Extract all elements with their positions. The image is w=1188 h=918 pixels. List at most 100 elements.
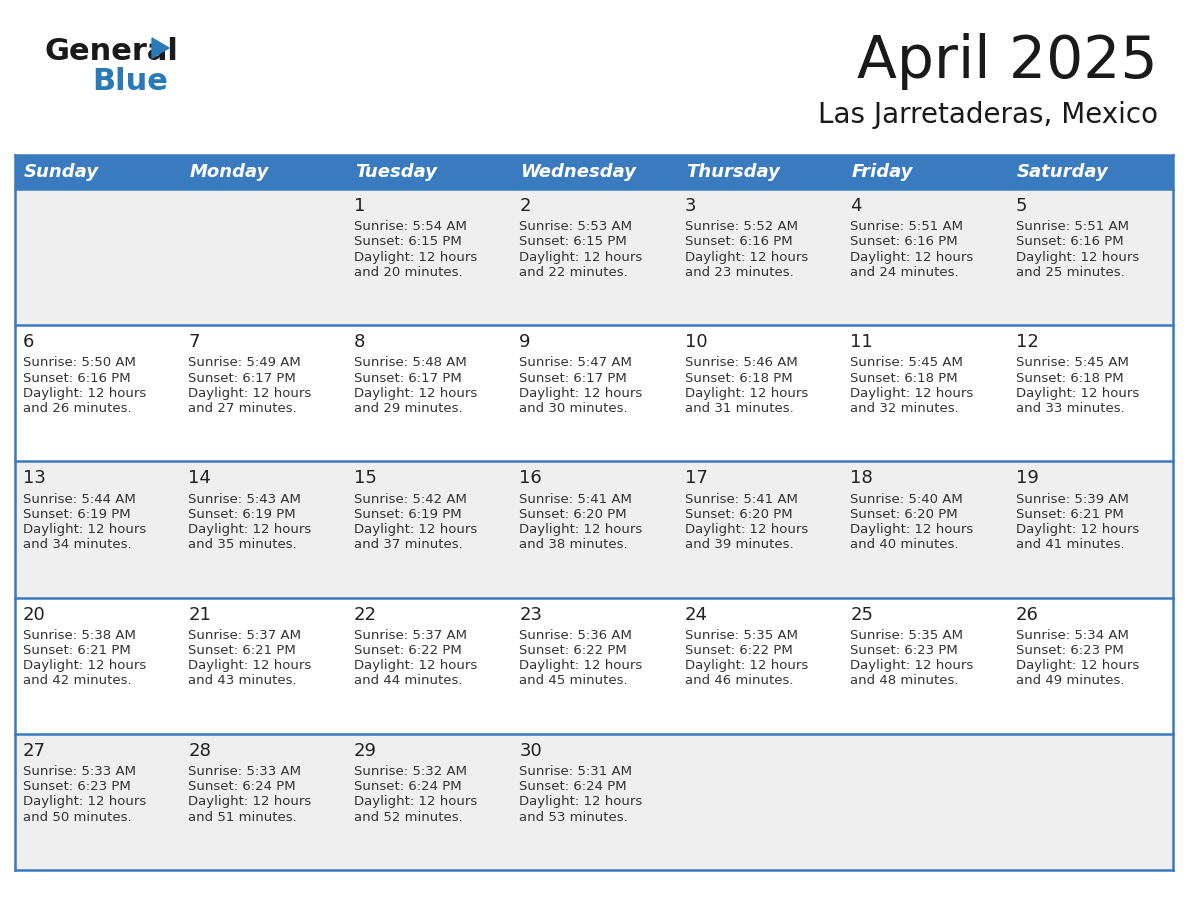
Bar bbox=[15, 462, 181, 598]
Bar bbox=[511, 462, 677, 598]
Text: Daylight: 12 hours: Daylight: 12 hours bbox=[519, 659, 643, 672]
Bar bbox=[181, 155, 346, 189]
Text: Sunset: 6:20 PM: Sunset: 6:20 PM bbox=[519, 508, 627, 521]
Text: 13: 13 bbox=[23, 469, 46, 487]
Bar bbox=[677, 598, 842, 733]
Text: 28: 28 bbox=[189, 742, 211, 760]
Text: Sunset: 6:16 PM: Sunset: 6:16 PM bbox=[1016, 235, 1123, 249]
Text: Sunset: 6:18 PM: Sunset: 6:18 PM bbox=[1016, 372, 1123, 385]
Text: Wednesday: Wednesday bbox=[520, 163, 637, 181]
Text: Sunset: 6:21 PM: Sunset: 6:21 PM bbox=[189, 644, 296, 657]
Text: Sunset: 6:24 PM: Sunset: 6:24 PM bbox=[519, 780, 627, 793]
Text: Daylight: 12 hours: Daylight: 12 hours bbox=[23, 796, 146, 809]
Text: and 49 minutes.: and 49 minutes. bbox=[1016, 675, 1124, 688]
Text: Daylight: 12 hours: Daylight: 12 hours bbox=[519, 523, 643, 536]
Bar bbox=[511, 598, 677, 733]
Bar bbox=[511, 155, 677, 189]
Text: 22: 22 bbox=[354, 606, 377, 623]
Text: and 41 minutes.: and 41 minutes. bbox=[1016, 538, 1124, 552]
Text: Daylight: 12 hours: Daylight: 12 hours bbox=[519, 796, 643, 809]
Bar bbox=[842, 325, 1007, 462]
Text: 2: 2 bbox=[519, 197, 531, 215]
Text: Saturday: Saturday bbox=[1017, 163, 1108, 181]
Text: Daylight: 12 hours: Daylight: 12 hours bbox=[23, 386, 146, 400]
Text: and 25 minutes.: and 25 minutes. bbox=[1016, 266, 1124, 279]
Text: Las Jarretaderas, Mexico: Las Jarretaderas, Mexico bbox=[819, 101, 1158, 129]
Bar bbox=[181, 325, 346, 462]
Text: and 30 minutes.: and 30 minutes. bbox=[519, 402, 628, 415]
Bar bbox=[511, 189, 677, 325]
Bar bbox=[346, 462, 511, 598]
Text: 30: 30 bbox=[519, 742, 542, 760]
Bar bbox=[677, 462, 842, 598]
Text: Sunrise: 5:47 AM: Sunrise: 5:47 AM bbox=[519, 356, 632, 369]
Bar bbox=[346, 189, 511, 325]
Text: Sunset: 6:23 PM: Sunset: 6:23 PM bbox=[851, 644, 958, 657]
Text: and 40 minutes.: and 40 minutes. bbox=[851, 538, 959, 552]
Text: Daylight: 12 hours: Daylight: 12 hours bbox=[354, 251, 478, 263]
Text: Sunrise: 5:49 AM: Sunrise: 5:49 AM bbox=[189, 356, 302, 369]
Text: and 44 minutes.: and 44 minutes. bbox=[354, 675, 462, 688]
Text: Sunrise: 5:35 AM: Sunrise: 5:35 AM bbox=[684, 629, 797, 642]
Text: 1: 1 bbox=[354, 197, 365, 215]
Text: and 51 minutes.: and 51 minutes. bbox=[189, 811, 297, 823]
Text: Monday: Monday bbox=[189, 163, 268, 181]
Bar bbox=[346, 325, 511, 462]
Text: 17: 17 bbox=[684, 469, 708, 487]
Text: 9: 9 bbox=[519, 333, 531, 352]
Bar bbox=[181, 733, 346, 870]
Text: Sunset: 6:23 PM: Sunset: 6:23 PM bbox=[23, 780, 131, 793]
Text: 6: 6 bbox=[23, 333, 34, 352]
Text: and 42 minutes.: and 42 minutes. bbox=[23, 675, 132, 688]
Text: 25: 25 bbox=[851, 606, 873, 623]
Text: Daylight: 12 hours: Daylight: 12 hours bbox=[189, 796, 311, 809]
Text: Sunset: 6:21 PM: Sunset: 6:21 PM bbox=[23, 644, 131, 657]
Text: Sunrise: 5:44 AM: Sunrise: 5:44 AM bbox=[23, 493, 135, 506]
Text: and 24 minutes.: and 24 minutes. bbox=[851, 266, 959, 279]
Text: Sunrise: 5:46 AM: Sunrise: 5:46 AM bbox=[684, 356, 797, 369]
Text: Daylight: 12 hours: Daylight: 12 hours bbox=[189, 386, 311, 400]
Text: and 22 minutes.: and 22 minutes. bbox=[519, 266, 628, 279]
Text: Sunset: 6:16 PM: Sunset: 6:16 PM bbox=[23, 372, 131, 385]
Bar bbox=[677, 325, 842, 462]
Text: Sunset: 6:19 PM: Sunset: 6:19 PM bbox=[189, 508, 296, 521]
Text: Daylight: 12 hours: Daylight: 12 hours bbox=[1016, 386, 1139, 400]
Text: and 33 minutes.: and 33 minutes. bbox=[1016, 402, 1124, 415]
Text: Daylight: 12 hours: Daylight: 12 hours bbox=[354, 796, 478, 809]
Bar bbox=[181, 189, 346, 325]
Bar bbox=[842, 598, 1007, 733]
Text: 3: 3 bbox=[684, 197, 696, 215]
Bar bbox=[15, 733, 181, 870]
Text: Sunset: 6:16 PM: Sunset: 6:16 PM bbox=[851, 235, 958, 249]
Text: and 35 minutes.: and 35 minutes. bbox=[189, 538, 297, 552]
Text: Sunset: 6:15 PM: Sunset: 6:15 PM bbox=[354, 235, 462, 249]
Text: 20: 20 bbox=[23, 606, 46, 623]
Text: Blue: Blue bbox=[91, 68, 168, 96]
Bar bbox=[842, 155, 1007, 189]
Bar bbox=[181, 598, 346, 733]
Text: Daylight: 12 hours: Daylight: 12 hours bbox=[189, 523, 311, 536]
Text: 23: 23 bbox=[519, 606, 542, 623]
Text: Daylight: 12 hours: Daylight: 12 hours bbox=[1016, 659, 1139, 672]
Text: 12: 12 bbox=[1016, 333, 1038, 352]
Bar bbox=[677, 733, 842, 870]
Text: 8: 8 bbox=[354, 333, 365, 352]
Text: 27: 27 bbox=[23, 742, 46, 760]
Text: Daylight: 12 hours: Daylight: 12 hours bbox=[23, 523, 146, 536]
Bar bbox=[1007, 189, 1173, 325]
Bar bbox=[15, 598, 181, 733]
Text: and 32 minutes.: and 32 minutes. bbox=[851, 402, 959, 415]
Text: Sunrise: 5:52 AM: Sunrise: 5:52 AM bbox=[684, 220, 797, 233]
Text: Sunrise: 5:41 AM: Sunrise: 5:41 AM bbox=[684, 493, 797, 506]
Text: Friday: Friday bbox=[851, 163, 912, 181]
Text: Sunrise: 5:37 AM: Sunrise: 5:37 AM bbox=[354, 629, 467, 642]
Text: and 27 minutes.: and 27 minutes. bbox=[189, 402, 297, 415]
Text: Sunset: 6:17 PM: Sunset: 6:17 PM bbox=[189, 372, 296, 385]
Text: Thursday: Thursday bbox=[685, 163, 779, 181]
Text: General: General bbox=[45, 38, 179, 66]
Bar bbox=[181, 462, 346, 598]
Bar bbox=[677, 155, 842, 189]
Text: and 48 minutes.: and 48 minutes. bbox=[851, 675, 959, 688]
Text: 26: 26 bbox=[1016, 606, 1038, 623]
Text: Sunset: 6:24 PM: Sunset: 6:24 PM bbox=[189, 780, 296, 793]
